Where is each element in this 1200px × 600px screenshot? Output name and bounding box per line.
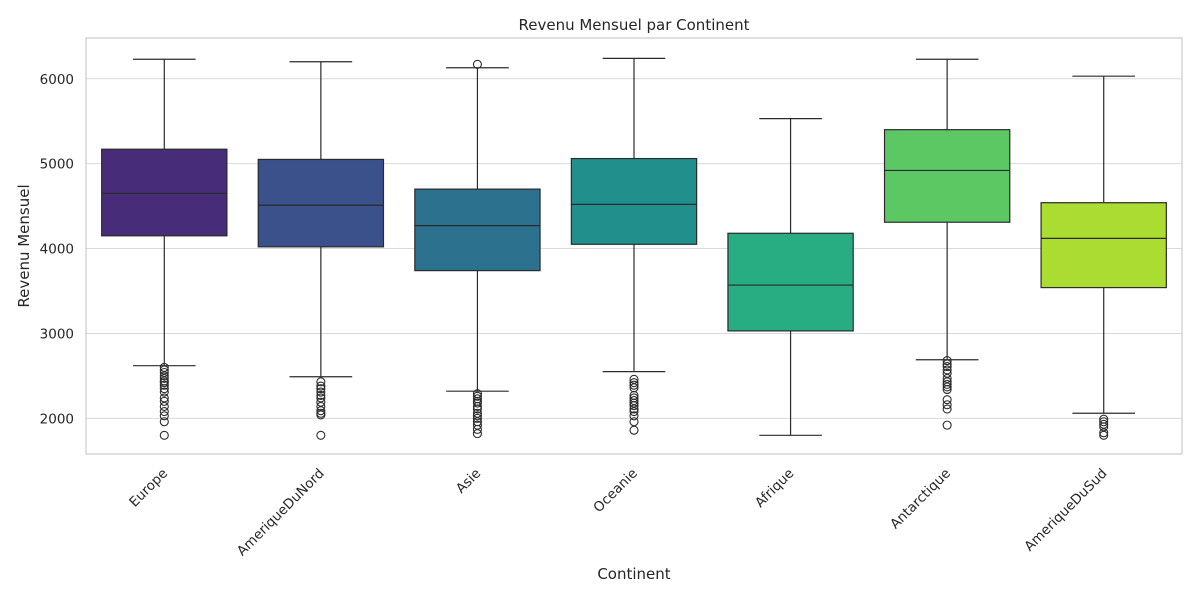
outlier-point: [159, 407, 169, 417]
iqr-box: [1040, 202, 1167, 289]
outlier-point: [472, 429, 482, 439]
box-Afrique: [727, 118, 854, 436]
box-Asie: [414, 59, 541, 439]
outlier-point: [472, 59, 482, 69]
outlier-point: [472, 398, 482, 408]
outlier-point: [942, 362, 952, 372]
outlier-point: [942, 395, 952, 405]
outlier-point: [1099, 417, 1109, 427]
outlier-point: [316, 377, 326, 387]
y-tick-label: 6000: [40, 72, 74, 88]
outlier-point: [942, 384, 952, 395]
outlier-point: [942, 359, 952, 369]
outlier-point: [316, 384, 326, 394]
y-tick-label: 3000: [40, 326, 74, 342]
outlier-point: [942, 420, 952, 430]
x-tick-label: Antarctique: [887, 466, 954, 533]
plot-frame: [85, 37, 1183, 455]
outlier-point: [942, 382, 952, 392]
outlier-point: [1099, 428, 1109, 438]
iqr-box: [414, 188, 541, 272]
outlier-point: [629, 404, 639, 414]
box-Oceanie: [570, 57, 698, 435]
outlier-point: [942, 356, 952, 366]
outlier-point: [472, 411, 482, 421]
outlier-point: [472, 424, 482, 434]
y-tick-label: 2000: [40, 411, 74, 427]
x-tick-label: Oceanie: [590, 466, 640, 516]
outlier-point: [472, 413, 482, 423]
outlier-point: [159, 384, 169, 394]
y-tick-label: 5000: [40, 157, 74, 173]
outlier-point: [316, 381, 326, 391]
outlier-point: [629, 401, 639, 411]
iqr-box: [883, 129, 1011, 223]
outlier-point: [629, 380, 639, 390]
outlier-point: [472, 391, 482, 401]
x-tick-label: AmeriqueDuNord: [234, 466, 328, 560]
x-axis-label: Continent: [597, 565, 670, 583]
outlier-point: [159, 401, 169, 412]
outlier-point: [629, 417, 639, 427]
box-AmeriqueDuNord: [257, 61, 385, 440]
y-tick-labels: 2000 3000 4000 5000 6000: [40, 72, 74, 428]
chart-title: Revenu Mensuel par Continent: [518, 16, 749, 34]
outlier-point: [629, 411, 639, 421]
outlier-point: [159, 378, 169, 388]
y-axis-label: Revenu Mensuel: [15, 184, 33, 307]
outlier-point: [159, 411, 169, 421]
outlier-point: [316, 390, 326, 400]
outlier-point: [472, 404, 482, 414]
box-Antarctique: [883, 58, 1011, 430]
x-tick-label: Afrique: [752, 466, 797, 511]
outlier-point: [316, 410, 326, 420]
outlier-point: [159, 380, 169, 390]
outlier-point: [316, 430, 326, 440]
box-AmeriqueDuSud: [1040, 75, 1167, 440]
iqr-box: [727, 232, 854, 332]
iqr-box: [570, 157, 698, 245]
outlier-point: [1099, 430, 1109, 440]
outlier-point: [159, 371, 169, 381]
x-tick-label: Europe: [126, 466, 171, 511]
outlier-point: [316, 406, 326, 416]
box-series: [101, 57, 1167, 440]
outlier-point: [942, 404, 952, 414]
x-tick-labels: Europe AmeriqueDuNord Asie Oceanie Afrique An…: [126, 466, 1110, 560]
outlier-point: [629, 378, 639, 388]
outlier-point: [159, 387, 169, 397]
outlier-point: [159, 430, 169, 440]
iqr-box: [257, 158, 385, 248]
x-tick-label: Asie: [453, 466, 484, 497]
y-tick-label: 4000: [40, 242, 74, 258]
outlier-point: [159, 373, 169, 383]
outlier-point: [942, 400, 952, 410]
outlier-point: [472, 401, 482, 412]
outlier-point: [159, 396, 169, 406]
box-Europe: [101, 58, 228, 440]
outlier-point: [942, 379, 952, 389]
outlier-point: [629, 407, 639, 417]
iqr-box: [101, 148, 228, 237]
outlier-point: [159, 417, 169, 427]
outlier-point: [316, 387, 326, 397]
outlier-point: [629, 425, 639, 435]
x-tick-label: AmeriqueDuSud: [1021, 466, 1110, 555]
